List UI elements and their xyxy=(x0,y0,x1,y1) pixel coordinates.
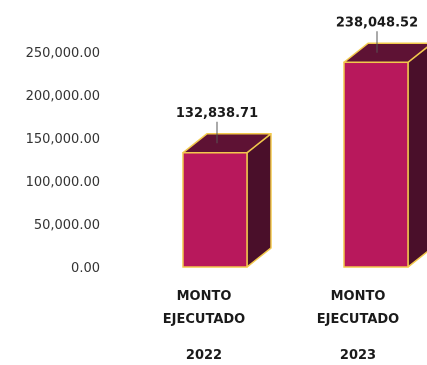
category-label-line2: EJECUTADO xyxy=(317,312,399,327)
bar-front-face xyxy=(343,61,409,268)
category-year-label: 2022 xyxy=(186,348,222,363)
bar-side-face xyxy=(407,46,427,268)
bar-side-face xyxy=(246,133,272,268)
bar: 238,048.52 xyxy=(336,15,427,268)
bar-front-face xyxy=(182,152,248,268)
y-tick-label: 0.00 xyxy=(71,261,100,276)
category-year-label: 2023 xyxy=(340,348,376,363)
bar: 132,838.71 xyxy=(176,106,272,268)
y-tick-label: 100,000.00 xyxy=(26,175,100,190)
y-tick-label: 250,000.00 xyxy=(26,46,100,61)
y-axis: 0.00 50,000.00 100,000.00 150,000.00 200,000… xyxy=(26,46,100,276)
y-tick-label: 150,000.00 xyxy=(26,132,100,147)
y-tick-label: 50,000.00 xyxy=(34,218,100,233)
category-label-line1: MONTO xyxy=(177,289,232,304)
category-label-line2: EJECUTADO xyxy=(163,312,245,327)
x-axis: MONTO EJECUTADO 2022 MONTO EJECUTADO 2023 xyxy=(163,289,399,363)
data-label: 238,048.52 xyxy=(336,15,418,30)
bars: 132,838.71 238,048.52 xyxy=(176,15,427,268)
category-label-line1: MONTO xyxy=(331,289,386,304)
y-tick-label: 200,000.00 xyxy=(26,89,100,104)
data-label: 132,838.71 xyxy=(176,106,258,121)
